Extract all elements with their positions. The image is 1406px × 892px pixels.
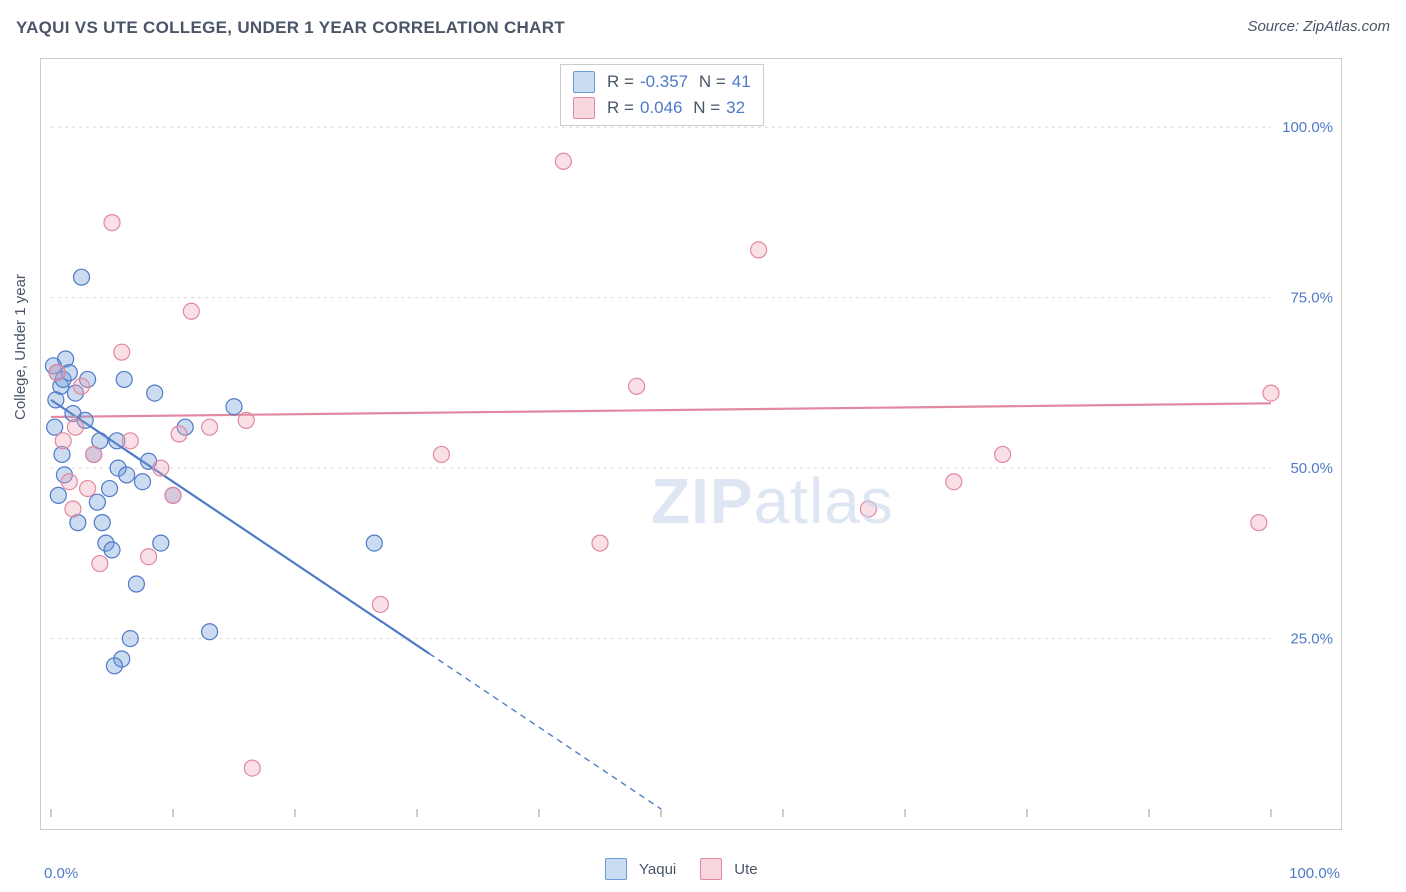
legend-swatch-icon — [605, 858, 627, 880]
legend-item-yaqui: Yaqui — [605, 858, 676, 880]
x-axis-max-label: 100.0% — [1289, 865, 1340, 882]
legend-stats: R = -0.357 N = 41 R = 0.046 N = 32 — [560, 64, 764, 126]
y-axis-title: College, Under 1 year — [12, 274, 29, 420]
legend-series: Yaqui Ute — [605, 858, 758, 880]
header: YAQUI VS UTE COLLEGE, UNDER 1 YEAR CORRE… — [16, 18, 1390, 48]
legend-label: Yaqui — [639, 861, 676, 878]
legend-stats-row: R = -0.357 N = 41 — [573, 69, 751, 95]
svg-text:25.0%: 25.0% — [1290, 631, 1333, 648]
legend-item-ute: Ute — [700, 858, 757, 880]
plot-area: 25.0%50.0%75.0%100.0% ZIPatlas — [40, 58, 1342, 830]
x-axis-min-label: 0.0% — [44, 865, 78, 882]
source-attribution: Source: ZipAtlas.com — [1247, 18, 1390, 35]
svg-text:100.0%: 100.0% — [1282, 119, 1333, 136]
r-value: -0.357 — [640, 72, 688, 92]
svg-text:50.0%: 50.0% — [1290, 460, 1333, 477]
n-value: 41 — [732, 72, 751, 92]
chart-title: YAQUI VS UTE COLLEGE, UNDER 1 YEAR CORRE… — [16, 18, 565, 37]
legend-stats-row: R = 0.046 N = 32 — [573, 95, 751, 121]
scatter-plot-svg: 25.0% 50.0% 75.0% 100.0% — [41, 59, 1341, 829]
legend-swatch-ute — [573, 97, 595, 119]
n-value: 32 — [726, 98, 745, 118]
svg-text:75.0%: 75.0% — [1290, 290, 1333, 307]
legend-label: Ute — [734, 861, 757, 878]
legend-swatch-icon — [700, 858, 722, 880]
r-value: 0.046 — [640, 98, 683, 118]
legend-swatch-yaqui — [573, 71, 595, 93]
